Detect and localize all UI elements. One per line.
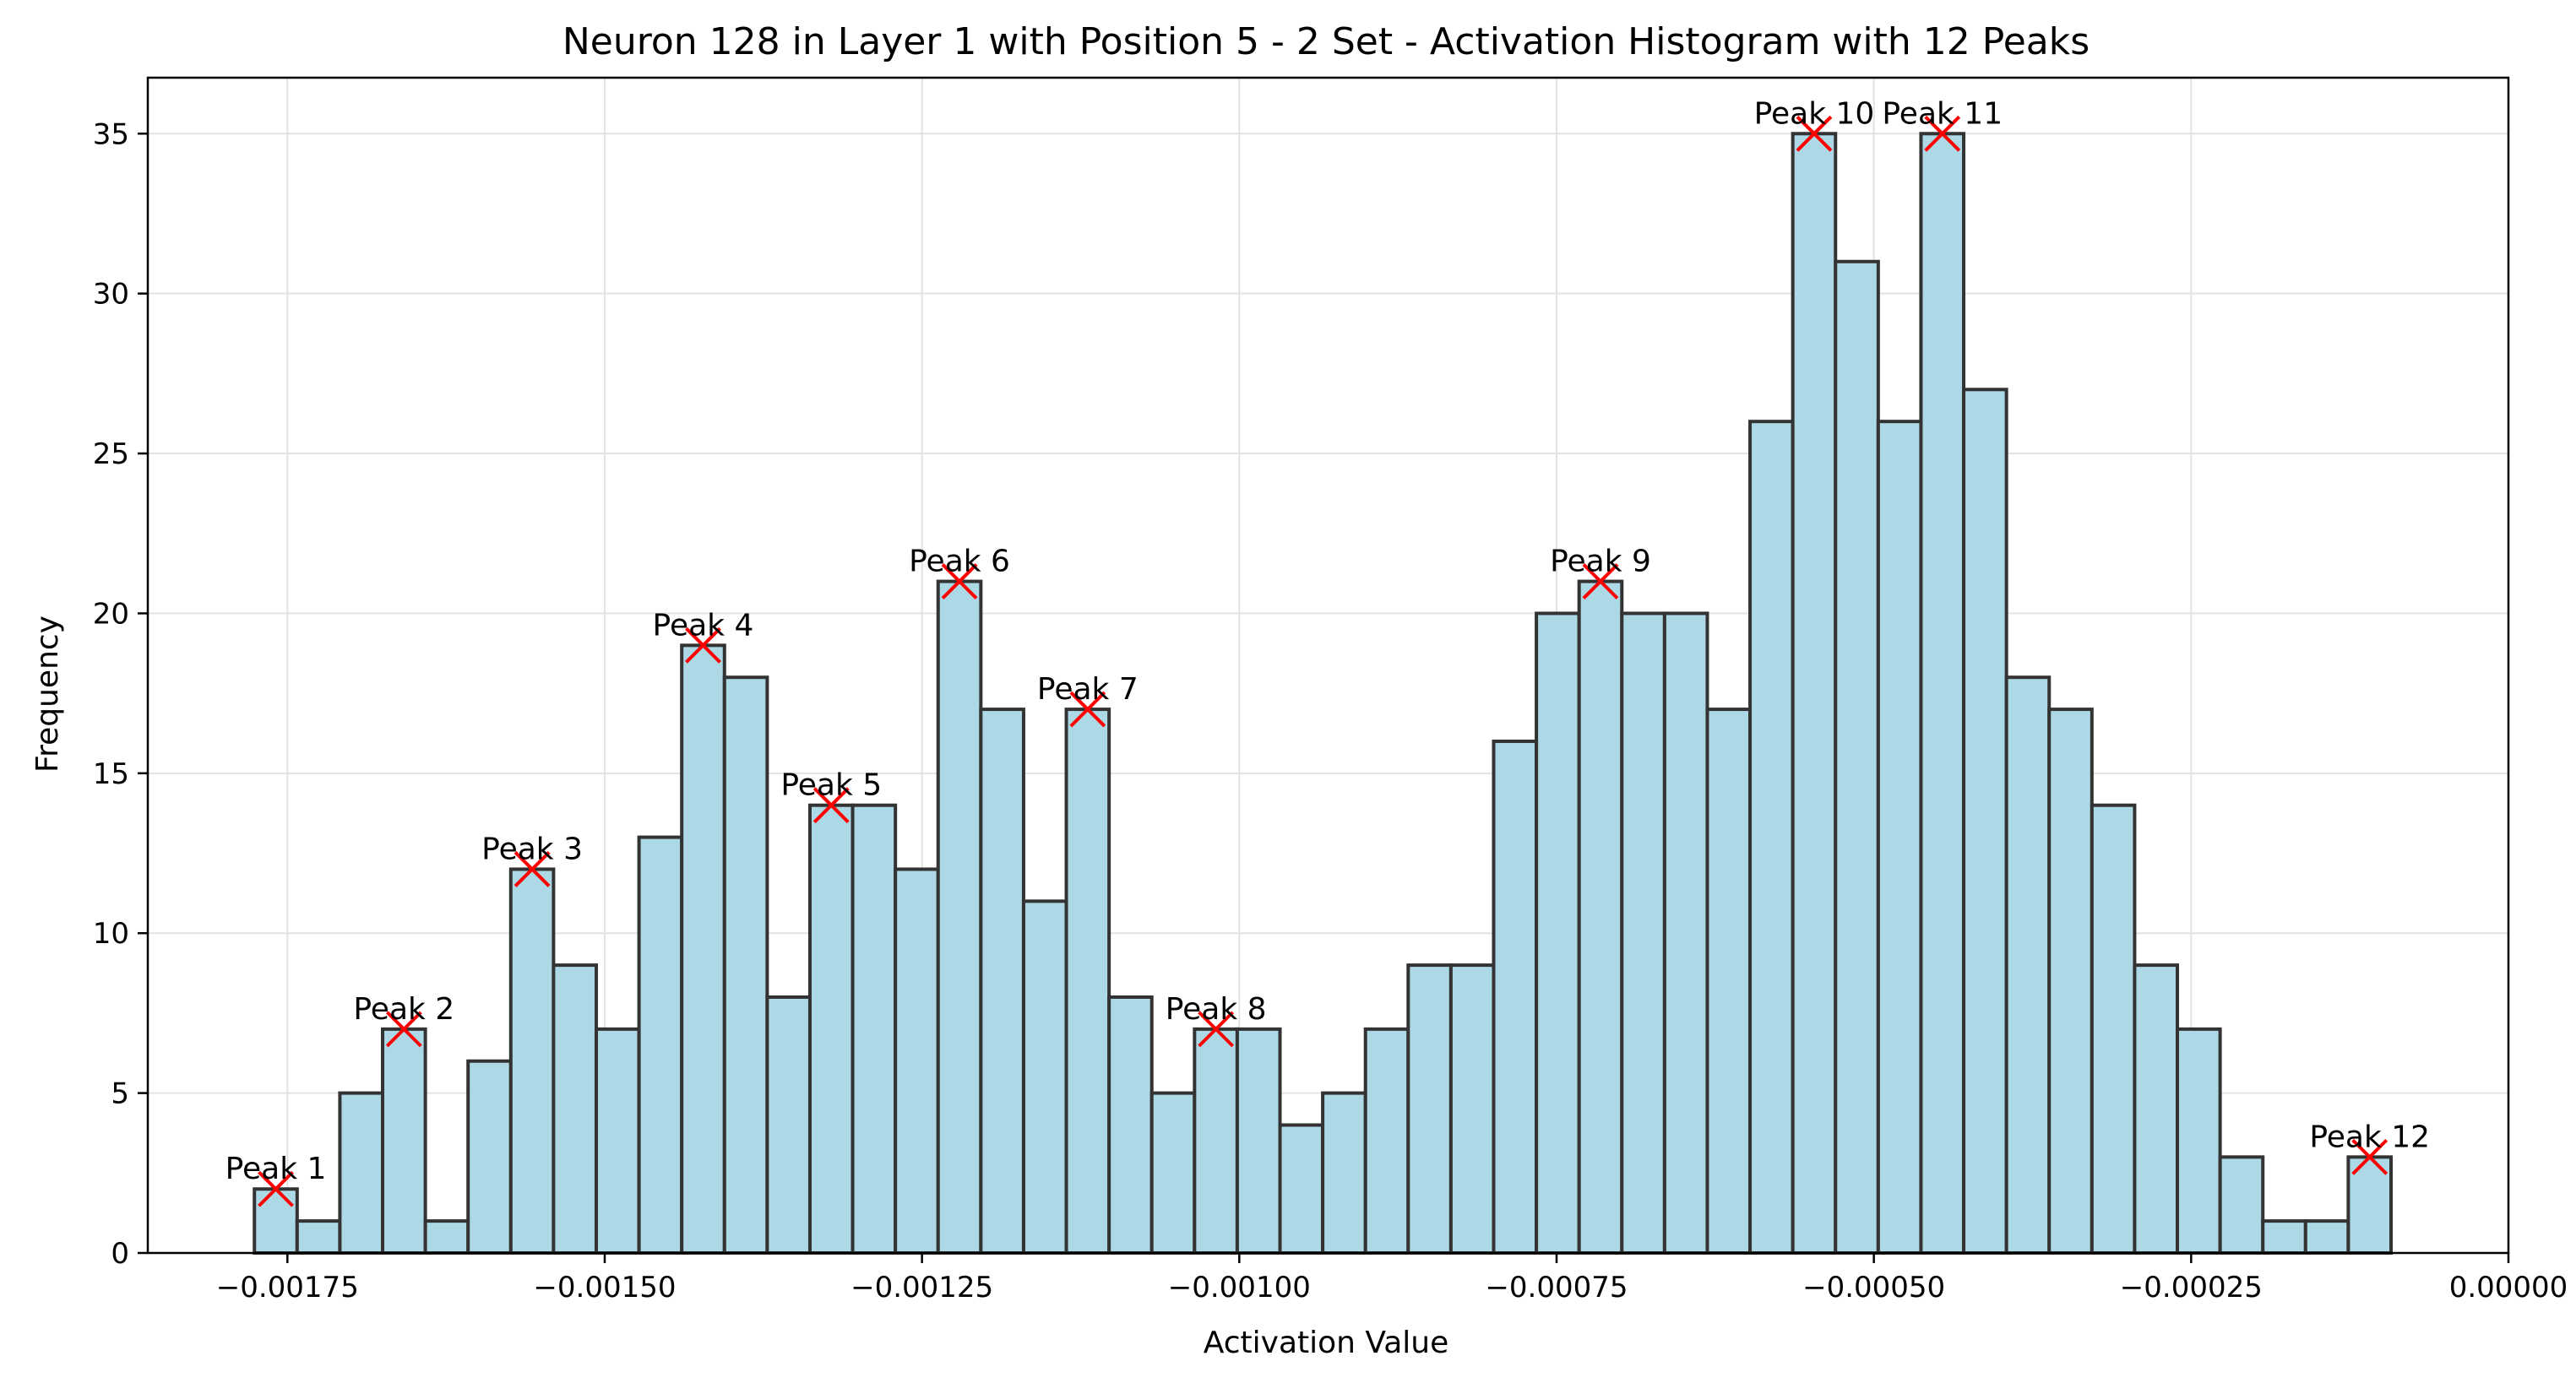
histogram-bar (1919, 132, 1966, 1255)
histogram-bar (1577, 579, 1624, 1255)
x-axis-label: Activation Value (1204, 1326, 1449, 1360)
peak-marker (941, 563, 978, 599)
x-tick-label: −0.00025 (2120, 1271, 2263, 1304)
histogram-bar (1662, 611, 1709, 1255)
y-tick-label: 10 (93, 917, 129, 951)
histogram-bar (1791, 132, 1838, 1255)
histogram-bar (381, 1027, 427, 1256)
histogram-bar (2176, 1027, 2222, 1256)
peak-label: Peak 3 (481, 832, 583, 866)
peak-label: Peak 12 (2309, 1120, 2430, 1154)
histogram-bar (1834, 259, 1880, 1256)
histogram-bar (2047, 708, 2094, 1255)
peak-annotations: Peak 1 Peak 2 Peak 3 Peak 4 Peak 5 Peak 6 Peak… (226, 96, 2430, 1207)
peak-label: Peak 9 (1550, 545, 1651, 579)
y-tick-label: 30 (93, 278, 129, 312)
histogram-bar (295, 1219, 342, 1255)
histogram-bar (1962, 388, 2008, 1255)
peak-label: Peak 8 (1166, 992, 1267, 1027)
histogram-bar (2303, 1219, 2350, 1255)
histogram-bar (253, 1187, 299, 1255)
histogram-bar (1448, 963, 1496, 1255)
histogram-bars (253, 132, 2394, 1256)
y-tick-label: 15 (93, 757, 129, 791)
histogram-bar (807, 803, 855, 1255)
y-tick-label: 5 (111, 1077, 129, 1111)
peak-label: Peak 10 (1754, 96, 1875, 131)
peak-marker (685, 626, 721, 664)
histogram-bar (466, 1059, 513, 1256)
chart-title: Neuron 128 in Layer 1 with Position 5 - … (562, 20, 2090, 63)
peak-marker (1582, 563, 1619, 599)
histogram-bar (765, 995, 812, 1256)
histogram-bar (1278, 1123, 1325, 1255)
peak-marker (514, 851, 551, 887)
y-axis-ticks: 0 5 10 15 20 25 30 35 (93, 117, 148, 1271)
histogram-bar (1535, 611, 1581, 1255)
histogram-bar (1193, 1027, 1239, 1256)
peak-label: Peak 7 (1037, 672, 1139, 707)
y-tick-label: 20 (93, 597, 129, 631)
histogram-bar (1406, 963, 1453, 1255)
histogram-bar (1748, 420, 1795, 1256)
y-tick-label: 0 (111, 1237, 129, 1271)
peak-label: Peak 11 (1882, 96, 2003, 131)
peak-marker (258, 1170, 294, 1207)
peak-marker (1924, 115, 1961, 152)
histogram-bar (2090, 803, 2137, 1255)
histogram-bar (1107, 995, 1154, 1256)
peak-label: Peak 2 (353, 992, 454, 1027)
histogram-bar (1620, 611, 1666, 1255)
histogram-bar (722, 675, 769, 1255)
histogram-bar (594, 1027, 641, 1256)
x-tick-label: −0.00050 (1802, 1271, 1945, 1304)
histogram-bar (2218, 1155, 2265, 1255)
histogram-bar (2004, 675, 2052, 1255)
histogram-bar (1705, 708, 1753, 1255)
histogram-bar (1064, 708, 1111, 1255)
peak-label: Peak 1 (226, 1152, 327, 1186)
histogram-bar (637, 835, 684, 1256)
histogram-bar (2133, 963, 2180, 1255)
histogram-bar (979, 708, 1025, 1255)
histogram-bar (338, 1091, 385, 1256)
x-tick-label: −0.00100 (1168, 1271, 1311, 1304)
x-tick-label: −0.00125 (851, 1271, 993, 1304)
plot-frame (146, 76, 2510, 1255)
histogram-bar (1021, 899, 1068, 1255)
histogram-bar (1235, 1027, 1282, 1256)
peak-marker (1198, 1011, 1235, 1048)
peak-marker (2351, 1138, 2389, 1175)
histogram-bar (851, 803, 898, 1255)
peak-marker (1796, 115, 1833, 152)
x-tick-label: −0.00075 (1485, 1271, 1628, 1304)
histogram-bar (894, 867, 940, 1255)
peak-label: Peak 6 (909, 545, 1010, 579)
histogram-bar (1363, 1027, 1410, 1256)
x-tick-label: 0.00000 (2449, 1271, 2568, 1304)
peak-marker (1069, 691, 1106, 728)
peak-marker (812, 787, 850, 824)
y-axis-label: Frequency (30, 616, 65, 773)
x-tick-label: −0.00150 (533, 1271, 676, 1304)
histogram-bar (423, 1219, 470, 1255)
histogram-bar (1876, 420, 1923, 1256)
peak-label: Peak 4 (653, 608, 754, 643)
histogram-bar (680, 643, 726, 1255)
x-axis-ticks: −0.00175 −0.00150 −0.00125 −0.00100 −0.00075… (216, 1253, 2568, 1304)
histogram-bar (1149, 1091, 1197, 1256)
histogram-bar (1492, 739, 1539, 1255)
histogram-bar (936, 579, 983, 1255)
histogram-bar (1321, 1091, 1367, 1256)
y-tick-label: 35 (93, 117, 129, 151)
histogram-bar (2261, 1219, 2307, 1255)
x-tick-label: −0.00175 (216, 1271, 359, 1304)
histogram-bar (508, 867, 556, 1255)
y-tick-label: 25 (93, 437, 129, 471)
peak-label: Peak 5 (780, 768, 882, 803)
histogram-bar (552, 963, 598, 1255)
peak-marker (385, 1011, 422, 1048)
